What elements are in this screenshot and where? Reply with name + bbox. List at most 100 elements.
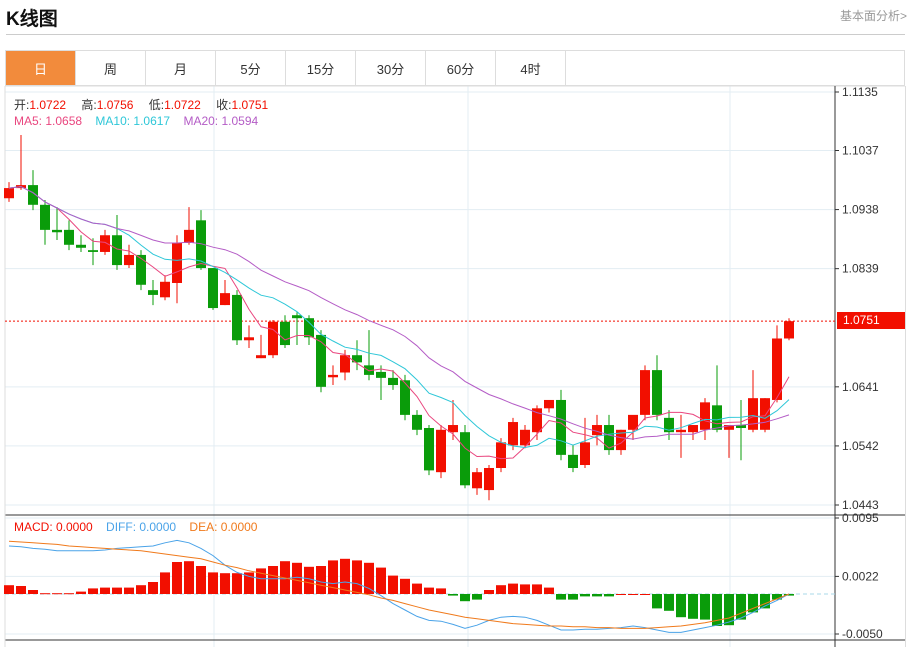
ohlc-readout: 开:1.0722 高:1.0756 低:1.0722 收:1.0751 [14,96,280,113]
macd-bar [268,566,278,594]
diff-line [8,539,790,633]
macd-bar [100,587,110,594]
candle-body [520,429,530,446]
candle-body [316,334,326,387]
candle-body [688,425,698,433]
candle-body [436,429,446,473]
low-label: 低: [148,98,165,112]
macd-bar [580,594,590,597]
candle-body [532,408,542,433]
macd-bar [184,561,194,594]
macd-bar [388,575,398,594]
close-label: 收: [216,98,232,112]
candle-body [592,425,602,436]
macd-bar [124,587,134,594]
candle-body [508,422,518,446]
candle-body [64,229,74,245]
macd-bar [556,594,566,600]
macd-bar [484,590,494,594]
macd-bar [712,594,722,626]
candle-body [232,294,242,341]
candle-body [364,365,374,375]
tab-60min[interactable]: 60分 [426,51,496,85]
candle-body [76,244,86,248]
macd-bar [232,573,242,594]
ma20-label: MA20: 1.0594 [183,114,259,128]
candle-body [88,250,98,252]
tab-week[interactable]: 周 [76,51,146,85]
macd-bar [160,572,170,594]
candle-body [112,235,122,266]
ma-readout: MA5: 1.0658 MA10: 1.0617 MA20: 1.0594 [14,114,264,128]
macd-bar [604,594,614,597]
candle-body [724,425,734,430]
candle-body [352,355,362,363]
candle-body [712,405,722,430]
ma5-line [8,186,790,460]
close-value: 1.0751 [231,98,269,112]
tab-month[interactable]: 月 [146,51,216,85]
macd-bar [412,583,422,594]
ma20-line [8,186,790,440]
macd-bar [748,594,758,613]
macd-bar [460,594,470,602]
macd-bar [52,593,62,595]
candle-body [556,399,566,455]
candle-body [760,398,770,430]
y-axis-label: 1.1135 [842,86,878,99]
candle-body [244,337,254,341]
macd-bar [208,572,218,594]
macd-bar [400,578,410,594]
ma10-label: MA10: 1.0617 [95,114,171,128]
kline-chart[interactable]: 1.1135 1.1037 1.0938 1.0839 1.0641 1.0542 1.04… [0,86,911,647]
divider [6,34,905,35]
candle-body [544,399,554,409]
macd-bar [256,568,266,594]
candle-body [784,321,794,339]
macd-axis-label: -0.0050 [842,627,883,641]
macd-readout: MACD: 0.0000 DIFF: 0.0000 DEA: 0.0000 [14,520,263,534]
macd-bar [592,594,602,597]
candle-body [4,188,14,199]
candle-body [664,417,674,433]
candle-body [136,254,146,285]
y-axis-label: 1.0938 [842,203,879,217]
candle-body [148,290,158,295]
open-value: 1.0722 [29,98,67,112]
tab-day[interactable]: 日 [6,51,76,85]
macd-bar [220,573,230,594]
macd-bar [304,566,314,594]
candle-body [748,398,758,430]
candle-body [484,467,494,491]
candle-body [604,425,614,451]
macd-bar [724,594,734,626]
candle-body [412,414,422,430]
macd-bar [760,594,770,609]
candle-body [256,355,266,359]
candle-body [568,454,578,468]
tab-30min[interactable]: 30分 [356,51,426,85]
macd-bar [784,594,794,596]
tab-4hour[interactable]: 4时 [496,51,566,85]
page-title: K线图 [6,9,58,30]
candle-body [40,204,50,230]
tab-5min[interactable]: 5分 [216,51,286,85]
macd-bar [628,594,638,595]
candle-body [172,242,182,283]
tab-15min[interactable]: 15分 [286,51,356,85]
macd-axis-label: 0.0095 [842,511,879,525]
macd-bar [364,562,374,594]
candle-body [292,315,302,319]
candle-body [208,268,218,309]
fundamental-analysis-link[interactable]: 基本面分析> [839,9,907,23]
candle-body [304,318,314,338]
candle-body [772,338,782,400]
candle-body [448,425,458,433]
y-axis-label: 1.0542 [842,439,879,453]
macd-bar [88,588,98,594]
macd-bar [316,566,326,594]
macd-bar [448,594,458,596]
candle-body [616,429,626,451]
macd-bar [436,588,446,594]
candle-body [676,429,686,433]
